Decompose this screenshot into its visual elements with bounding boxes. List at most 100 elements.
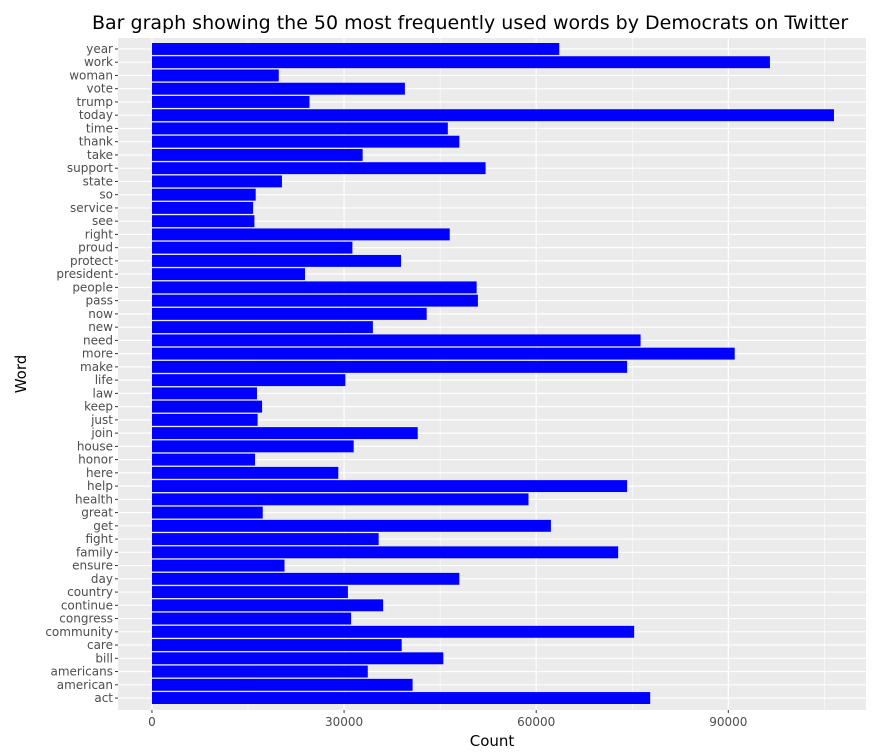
- y-tick-label: need: [83, 333, 113, 347]
- bar-right: [151, 228, 450, 241]
- y-tick-label: new: [88, 320, 113, 334]
- y-tick-label: community: [45, 625, 113, 639]
- bars: [151, 43, 834, 704]
- y-tick-label: vote: [86, 82, 113, 96]
- bar-join: [151, 427, 418, 440]
- bar-thank: [151, 135, 460, 148]
- y-tick-label: people: [72, 280, 113, 294]
- bar-time: [151, 122, 448, 135]
- y-tick-label: see: [92, 214, 113, 228]
- y-tick-label: get: [93, 519, 113, 533]
- y-tick-label: state: [83, 174, 113, 188]
- bar-law: [151, 387, 257, 400]
- bar-just: [151, 413, 258, 426]
- bar-americans: [151, 665, 368, 678]
- y-tick-label: keep: [84, 400, 113, 414]
- bar-trump: [151, 95, 310, 108]
- y-tick-label: act: [94, 691, 113, 705]
- y-tick-label: today: [79, 108, 113, 122]
- y-tick-label: help: [87, 479, 113, 493]
- x-axis-title: Count: [470, 732, 515, 750]
- bar-fight: [151, 533, 379, 546]
- bar-work: [151, 56, 770, 69]
- y-tick-label: honor: [78, 453, 113, 467]
- bar-support: [151, 162, 486, 175]
- bar-year: [151, 43, 560, 55]
- y-tick-label: american: [57, 678, 113, 692]
- bar-bill: [151, 652, 444, 665]
- bar-get: [151, 519, 551, 532]
- y-tick-label: fight: [86, 532, 114, 546]
- y-tick-label: country: [67, 585, 113, 599]
- y-tick-label: house: [77, 439, 113, 453]
- bar-woman: [151, 69, 279, 82]
- bar-day: [151, 572, 460, 585]
- y-tick-label: pass: [86, 294, 113, 308]
- y-tick-label: bill: [95, 651, 113, 665]
- bar-continue: [151, 599, 384, 612]
- bar-ensure: [151, 559, 285, 572]
- x-tick-label: 30000: [325, 715, 363, 729]
- bar-today: [151, 109, 834, 122]
- y-tick-label: work: [84, 55, 113, 69]
- x-tick-label: 90000: [709, 715, 747, 729]
- y-tick-label: support: [67, 161, 113, 175]
- y-tick-label: right: [85, 227, 113, 241]
- y-axis-title: Word: [12, 355, 30, 394]
- y-tick-label: care: [87, 638, 113, 652]
- bar-new: [151, 321, 373, 334]
- bar-pass: [151, 294, 478, 307]
- y-tick-label: more: [82, 347, 113, 361]
- bar-people: [151, 281, 477, 294]
- bar-american: [151, 678, 413, 691]
- bar-house: [151, 440, 354, 453]
- y-tick-label: congress: [59, 612, 113, 626]
- y-tick-label: continue: [61, 598, 113, 612]
- bar-protect: [151, 254, 402, 267]
- y-tick-label: ensure: [72, 559, 113, 573]
- bar-take: [151, 148, 363, 161]
- y-tick-label: proud: [78, 241, 113, 255]
- y-tick-label: make: [80, 360, 113, 374]
- bar-health: [151, 493, 529, 506]
- bar-see: [151, 215, 255, 228]
- y-tick-label: day: [91, 572, 113, 586]
- chart-title: Bar graph showing the 50 most frequently…: [92, 12, 848, 34]
- bar-country: [151, 586, 348, 599]
- bar-vote: [151, 82, 405, 95]
- y-tick-label: year: [86, 42, 113, 56]
- bar-proud: [151, 241, 353, 254]
- y-tick-label: woman: [69, 68, 113, 82]
- y-axis: actamericanamericansbillcarecommunitycon…: [45, 42, 118, 705]
- bar-make: [151, 360, 628, 373]
- y-tick-label: join: [90, 426, 113, 440]
- y-tick-label: great: [81, 506, 113, 520]
- y-tick-label: here: [86, 466, 113, 480]
- y-tick-label: health: [75, 492, 113, 506]
- y-tick-label: thank: [79, 135, 113, 149]
- y-tick-label: now: [88, 307, 113, 321]
- y-tick-label: family: [76, 545, 113, 559]
- bar-act: [151, 692, 651, 704]
- x-tick-label: 0: [148, 715, 156, 729]
- bar-state: [151, 175, 282, 188]
- y-tick-label: trump: [76, 95, 113, 109]
- y-tick-label: take: [87, 148, 113, 162]
- bar-family: [151, 546, 619, 559]
- bar-president: [151, 268, 305, 281]
- bar-more: [151, 347, 735, 360]
- x-axis: 0 30000 60000 90000: [148, 710, 747, 729]
- bar-care: [151, 639, 402, 652]
- bar-here: [151, 466, 339, 479]
- y-tick-label: service: [70, 201, 113, 215]
- bar-need: [151, 334, 641, 347]
- bar-help: [151, 480, 628, 493]
- y-tick-label: americans: [50, 665, 113, 679]
- y-tick-label: president: [56, 267, 113, 281]
- y-tick-label: time: [86, 121, 113, 135]
- bar-congress: [151, 612, 352, 625]
- y-tick-label: so: [99, 188, 113, 202]
- y-tick-label: protect: [70, 254, 113, 268]
- bar-so: [151, 188, 256, 201]
